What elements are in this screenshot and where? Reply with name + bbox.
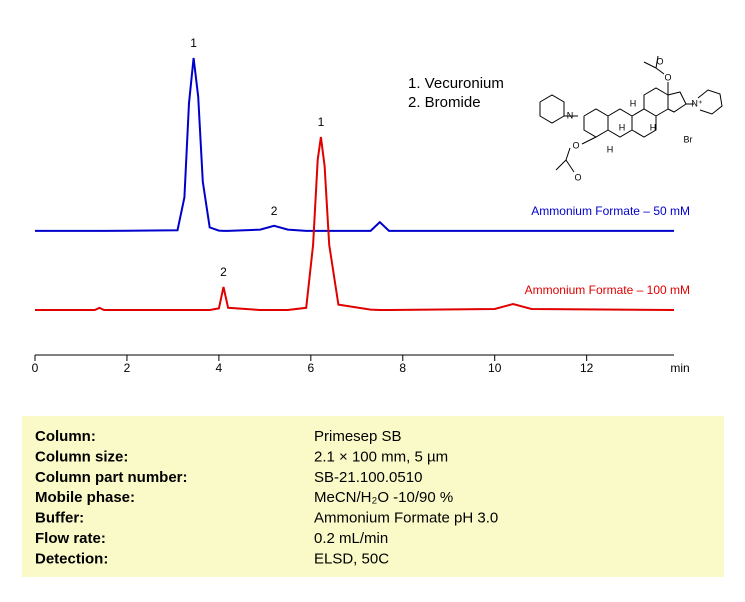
x-tick-label: 12	[580, 361, 594, 375]
conditions-table: Column: Primesep SB Column size: 2.1 × 100 …	[35, 428, 498, 567]
legend-label: Ammonium Formate – 50 mM	[531, 204, 690, 218]
trace	[35, 136, 675, 311]
trace	[35, 57, 674, 232]
axes: 0 2 4 6 8 10 12 min	[32, 354, 690, 375]
plot-area: Ammonium Formate – 50 mM Ammonium Formate…	[35, 36, 690, 311]
row-value: SB-21.100.0510	[314, 469, 422, 486]
row-value: Primesep SB	[314, 428, 402, 445]
compound-list: 1. Vecuronium 2. Bromide	[408, 75, 504, 111]
atom-label: N⁺	[691, 98, 702, 108]
x-tick-label: 4	[216, 361, 223, 375]
peak-label: 2	[220, 265, 227, 279]
atom-label: H	[650, 122, 657, 132]
row-label: Column part number:	[35, 469, 188, 486]
row-value: Ammonium Formate pH 3.0	[314, 510, 498, 527]
atom-label: O	[664, 72, 671, 82]
row-label: Detection:	[35, 550, 108, 567]
x-tick-label: 0	[32, 361, 39, 375]
compound-name: 1. Vecuronium	[408, 75, 504, 92]
row-label: Column:	[35, 428, 96, 445]
atom-label: H	[619, 122, 626, 132]
row-value: 2.1 × 100 mm, 5 µm	[314, 448, 448, 465]
peak-label: 2	[271, 204, 278, 218]
peak-label: 1	[190, 36, 197, 50]
compound-name: 2. Bromide	[408, 94, 481, 111]
atom-label: H	[607, 144, 614, 154]
atom-label: N	[567, 110, 574, 120]
row-value: 0.2 mL/min	[314, 530, 388, 547]
row-label: Mobile phase:	[35, 489, 135, 506]
table-background	[22, 416, 724, 577]
x-tick-label: 6	[307, 361, 314, 375]
row-label: Column size:	[35, 448, 128, 465]
x-axis-label: min	[670, 361, 689, 375]
x-tick-label: 10	[488, 361, 502, 375]
atom-label: O	[572, 140, 579, 150]
x-tick-label: 8	[399, 361, 406, 375]
row-label: Buffer:	[35, 510, 84, 527]
row-value: ELSD, 50C	[314, 550, 389, 567]
legend-label: Ammonium Formate – 100 mM	[525, 283, 690, 297]
atom-label: Br	[684, 134, 693, 144]
atom-label: O	[656, 56, 663, 66]
row-label: Flow rate:	[35, 530, 106, 547]
atom-label: O	[574, 172, 581, 182]
peak-label: 1	[318, 115, 325, 129]
row-value: MeCN/H₂O -10/90 %	[314, 489, 453, 506]
x-tick-label: 2	[124, 361, 131, 375]
atom-label: H	[630, 98, 637, 108]
